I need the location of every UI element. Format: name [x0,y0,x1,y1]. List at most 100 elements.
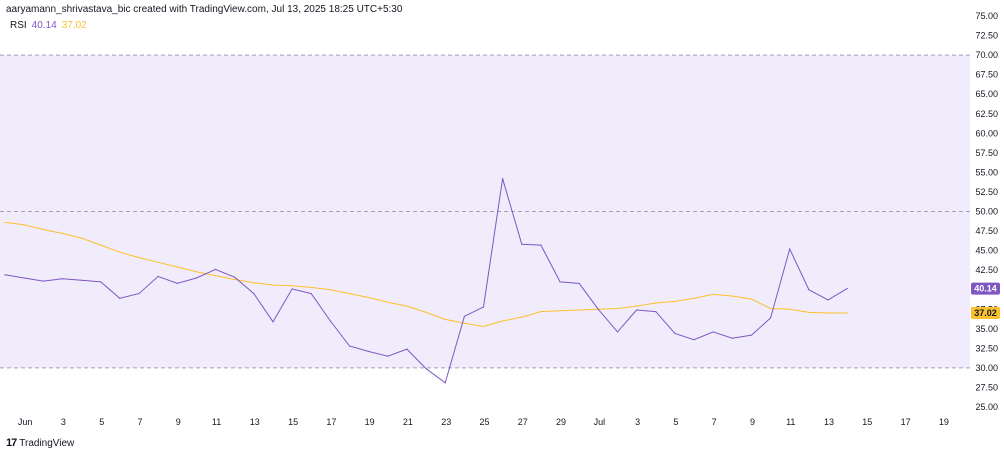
x-axis[interactable]: Jun 3 5 7 9 11 13 15 17 19 21 23 25 27 29 Jul 3 5 7 9 11 13 15… [18,417,949,427]
y-tick-label: 50.00 [975,207,998,217]
ma-point [674,300,676,303]
ma-point [176,266,178,268]
x-tick-label: 11 [786,417,795,427]
tradingview-branding[interactable]: 17 TradingView [6,437,74,449]
ma-point [616,307,619,310]
x-tick-label: 7 [137,417,142,427]
rsi-point [502,178,504,180]
ma-point [463,322,465,324]
tradingview-brand-text: TradingView [19,437,75,449]
rsi-point [693,339,695,341]
ma-point [559,310,561,312]
rsi-point [674,332,676,335]
rsi-point [636,309,638,311]
rsi-point [80,279,83,281]
ma-point [234,278,236,281]
ma-point [425,311,427,313]
legend-indicator-name[interactable]: RSI [10,20,27,31]
y-axis[interactable]: 75.00 72.50 70.00 67.50 65.00 62.50 60.00 57.50… [975,11,998,412]
rsi-point [157,275,159,278]
x-tick-label: 13 [250,417,260,427]
rsi-point [176,282,178,285]
ma-price-badge: 37.02 [971,307,1000,320]
x-tick-label: Jun [18,417,33,427]
ma-point [655,302,657,304]
chart-attribution: aaryamann_shrivastava_bic created with T… [6,4,403,15]
x-tick-label: 7 [712,417,717,427]
ma-point [195,271,197,273]
ma-point [636,305,638,307]
y-tick-label: 67.50 [975,70,998,80]
rsi-point [578,282,580,285]
rsi-point [4,274,6,276]
ma-point [100,244,102,246]
rsi-badge-background [971,282,1000,295]
rsi-point [368,350,370,353]
ma-badge-background [971,307,1000,320]
y-tick-label: 45.00 [975,246,998,256]
ma-point [368,296,370,299]
rsi-point [808,289,810,291]
rsi-point [616,331,619,333]
rsi-badge-value: 40.14 [974,284,997,294]
ma-point [119,251,121,253]
rsi-point [425,368,427,370]
ma-point [23,224,25,226]
rsi-point [406,348,408,350]
rsi-point [482,306,485,308]
indicator-legend: RSI 40.14 37.02 [10,20,87,31]
y-tick-label: 65.00 [975,89,998,99]
x-tick-label: 5 [673,417,678,427]
legend-rsi-value: 40.14 [31,20,57,31]
y-tick-label: 75.00 [975,11,998,21]
y-tick-label: 60.00 [975,128,998,138]
rsi-point [846,288,848,290]
y-tick-label: 25.00 [975,402,998,412]
y-tick-label: 72.50 [975,31,998,41]
ma-point [138,257,140,259]
y-tick-label: 35.00 [975,324,998,334]
rsi-point [272,321,274,323]
y-tick-label: 57.50 [975,148,998,158]
y-tick-label: 27.50 [975,382,998,392]
y-tick-label: 62.50 [975,109,998,119]
ma-point [406,305,408,307]
ma-point [521,316,523,318]
rsi-point [214,268,217,270]
ma-point [61,232,64,234]
ma-point [846,312,848,314]
x-tick-label: Jul [594,417,606,427]
y-tick-label: 47.50 [975,226,998,236]
rsi-point [348,345,351,347]
x-tick-label: 29 [556,417,566,427]
ma-point [482,325,485,328]
x-tick-label: 9 [176,417,181,427]
rsi-point [100,281,102,283]
ma-point [789,308,791,310]
x-tick-label: 27 [518,417,528,427]
ma-point [348,293,351,295]
rsi-point [387,355,389,357]
ma-point [578,309,580,311]
ma-point [712,293,714,295]
x-tick-label: 13 [824,417,834,427]
x-tick-label: 23 [441,417,451,427]
ma-point [329,289,331,291]
y-tick-label: 52.50 [975,187,998,197]
rsi-point [712,331,714,333]
rsi-point [597,308,599,310]
rsi-point [521,243,523,245]
ma-point [291,285,293,287]
rsi-point [138,293,140,295]
rsi-point [750,334,753,336]
ma-point [253,282,255,284]
ma-point [214,275,217,277]
ma-point [502,320,504,322]
ma-point [540,310,542,313]
ma-point [80,237,83,239]
rsi-point [540,244,542,246]
rsi-point [770,317,772,319]
ma-point [4,221,6,224]
ma-point [157,261,159,263]
